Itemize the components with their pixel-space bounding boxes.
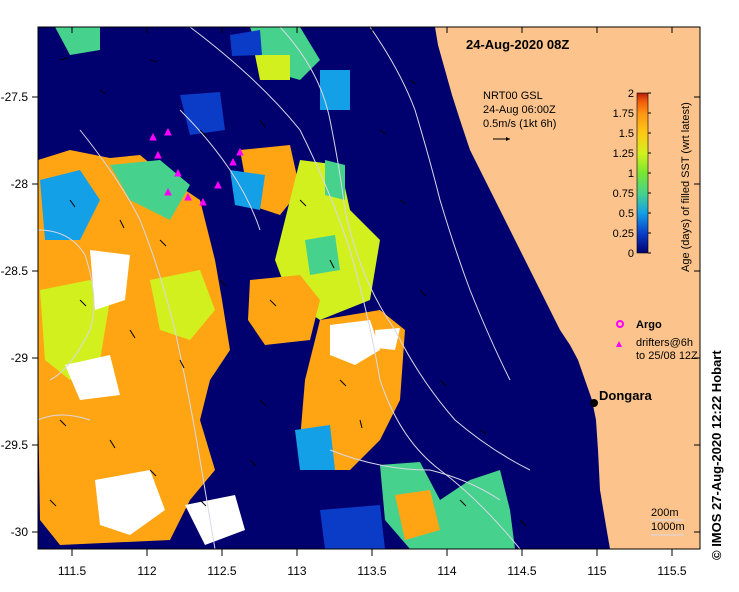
x-tick-label: 114: [437, 564, 456, 578]
credit-text: © IMOS 27-Aug-2020 12:22 Hobart: [709, 350, 724, 560]
drifter-legend-icon: [616, 341, 622, 347]
x-tick-label: 112: [137, 564, 156, 578]
drifter-tracks: [149, 127, 244, 206]
current-vectors: [49, 57, 527, 527]
colorbar-tick-label: 1: [628, 168, 634, 180]
dongara-marker: [590, 399, 598, 407]
current-label-time: 24-Aug 06:00Z: [483, 104, 556, 116]
contour-legend-1000m: 1000m: [651, 521, 685, 533]
x-tick-label: 113.5: [357, 564, 386, 578]
colorbar-tick-label: 2: [628, 88, 634, 100]
x-tick-label: 115: [587, 564, 606, 578]
sst-patches: [38, 27, 515, 549]
colorbar-tick-label: 0.25: [613, 228, 634, 240]
x-tick-label: 112.5: [207, 564, 236, 578]
x-tick-label: 111.5: [58, 564, 87, 578]
legend-argo: Argo: [636, 319, 662, 331]
colorbar-tick-label: 0.75: [613, 188, 634, 200]
plot-frame: [37, 26, 701, 550]
x-tick-label: 115.5: [657, 564, 686, 578]
current-scale-arrowhead: [506, 137, 510, 141]
x-axis: 111.5 112 112.5 113 113.5 114 114.5 115 115.5: [58, 27, 687, 578]
bathymetry-contours: [38, 27, 531, 549]
argo-legend-icon: [616, 320, 624, 328]
colorbar-tick-label: 1.75: [613, 108, 634, 120]
y-tick-label: -29.5: [1, 438, 29, 452]
current-label-scale: 0.5m/s (1kt 6h): [483, 118, 556, 130]
y-axis: -27.5 -28 -28.5 -29 -29.5 -30: [1, 90, 700, 539]
current-label-source: NRT00 GSL: [483, 90, 543, 102]
map-title: 24-Aug-2020 08Z: [466, 37, 569, 52]
land-mass: [435, 27, 700, 549]
place-dongara: Dongara: [599, 388, 653, 403]
x-tick-label: 113: [287, 564, 306, 578]
colorbar-tick-label: 0.5: [619, 208, 634, 220]
legend-drifters-line2: to 25/08 12Z: [636, 350, 698, 362]
colorbar-label: Age (days) of filled SST (wrt latest): [680, 102, 692, 272]
colorbar-ticks: 2 1.75 1.5 1.25 1 0.75 0.5 0.25 0: [613, 88, 651, 260]
colorbar: [636, 92, 649, 254]
y-tick-label: -30: [11, 525, 29, 539]
x-tick-label: 114.5: [507, 564, 536, 578]
colorbar-tick-label: 1.25: [613, 148, 634, 160]
y-tick-label: -28: [11, 177, 29, 191]
contour-legend-200m: 200m: [651, 507, 679, 519]
legend-drifters-line1: drifters@6h: [636, 337, 693, 349]
y-tick-label: -29: [11, 351, 29, 365]
colorbar-tick-label: 0: [628, 248, 634, 260]
colorbar-tick-label: 1.5: [619, 128, 634, 140]
y-tick-label: -28.5: [1, 264, 29, 278]
y-tick-label: -27.5: [1, 90, 29, 104]
